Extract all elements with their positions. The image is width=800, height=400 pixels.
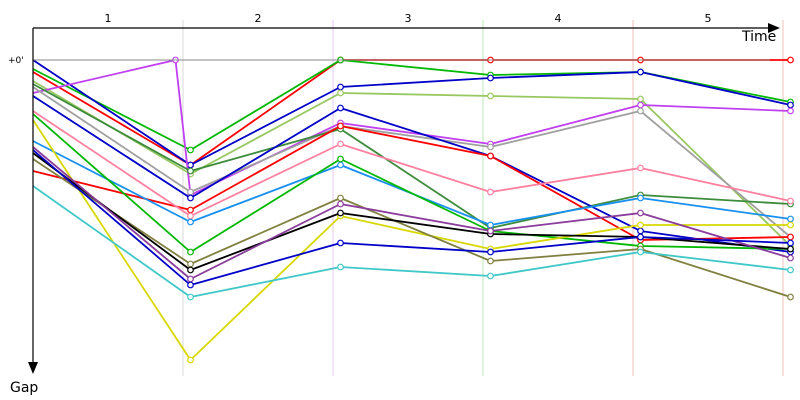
data-point <box>487 92 494 100</box>
series-line <box>32 149 791 286</box>
data-point <box>187 188 194 196</box>
data-point <box>187 356 194 364</box>
data-point <box>637 164 644 172</box>
data-point <box>337 155 344 163</box>
series-line <box>32 152 791 271</box>
series-line <box>32 146 791 280</box>
lap-label: 2 <box>255 12 262 25</box>
data-point <box>337 239 344 247</box>
x-axis-arrow <box>768 23 780 33</box>
data-point <box>637 68 644 76</box>
data-point <box>187 206 194 214</box>
data-point <box>337 161 344 169</box>
data-point <box>637 248 644 256</box>
data-point <box>787 239 794 247</box>
data-point <box>787 254 794 262</box>
data-point <box>487 74 494 82</box>
data-point <box>637 233 644 241</box>
data-point <box>487 272 494 280</box>
data-point <box>787 293 794 301</box>
data-point <box>487 227 494 235</box>
axes <box>28 23 780 374</box>
series-line <box>32 59 791 166</box>
data-point <box>187 293 194 301</box>
data-point <box>637 194 644 202</box>
series-lines <box>32 56 794 364</box>
data-point <box>487 188 494 196</box>
data-point <box>187 248 194 256</box>
series-line <box>32 95 791 253</box>
data-point <box>337 140 344 148</box>
series-line <box>32 86 792 238</box>
lap-labels: 1 2 3 4 5 <box>105 12 712 25</box>
data-point <box>787 233 794 241</box>
zero-label: +0' <box>8 56 24 66</box>
data-point <box>637 101 644 109</box>
data-point <box>337 122 344 130</box>
series-line <box>32 59 791 166</box>
lap-label: 1 <box>105 12 112 25</box>
data-point <box>787 107 794 115</box>
series-line <box>32 80 792 247</box>
data-point <box>187 260 194 268</box>
data-point <box>787 215 794 223</box>
data-point <box>187 194 194 202</box>
data-point <box>487 143 494 151</box>
data-point <box>187 281 194 289</box>
y-axis-title: Gap <box>10 380 38 396</box>
data-point <box>337 83 344 91</box>
series-line <box>32 185 791 298</box>
series-line <box>32 110 791 217</box>
data-point <box>487 152 494 160</box>
x-axis-title: Time <box>741 29 776 45</box>
data-point <box>637 95 644 103</box>
data-point <box>787 221 794 229</box>
series-line <box>32 158 791 298</box>
data-point <box>637 209 644 217</box>
data-point <box>487 221 494 229</box>
data-point <box>187 275 194 283</box>
data-point <box>787 56 794 64</box>
lap-label: 4 <box>555 12 562 25</box>
data-point <box>187 146 194 154</box>
data-point <box>187 266 194 274</box>
data-point <box>787 101 794 109</box>
data-point <box>637 107 644 115</box>
data-point <box>487 248 494 256</box>
data-point <box>487 257 494 265</box>
data-point <box>187 218 194 226</box>
data-point <box>637 227 644 235</box>
data-point <box>337 194 344 202</box>
data-point <box>337 89 344 97</box>
data-point <box>337 209 344 217</box>
data-point <box>337 263 344 271</box>
data-point <box>337 200 344 208</box>
lap-label: 3 <box>405 12 412 25</box>
data-point <box>187 167 194 175</box>
data-point <box>187 161 194 169</box>
series-line <box>32 83 791 229</box>
data-point <box>787 245 794 253</box>
lap-label: 5 <box>705 12 712 25</box>
data-point <box>787 197 794 205</box>
data-point <box>187 212 194 220</box>
series-line <box>32 113 791 253</box>
data-point <box>337 104 344 112</box>
data-point <box>637 221 644 229</box>
data-point <box>787 266 794 274</box>
y-axis-arrow <box>28 362 38 374</box>
series-line <box>32 119 791 361</box>
